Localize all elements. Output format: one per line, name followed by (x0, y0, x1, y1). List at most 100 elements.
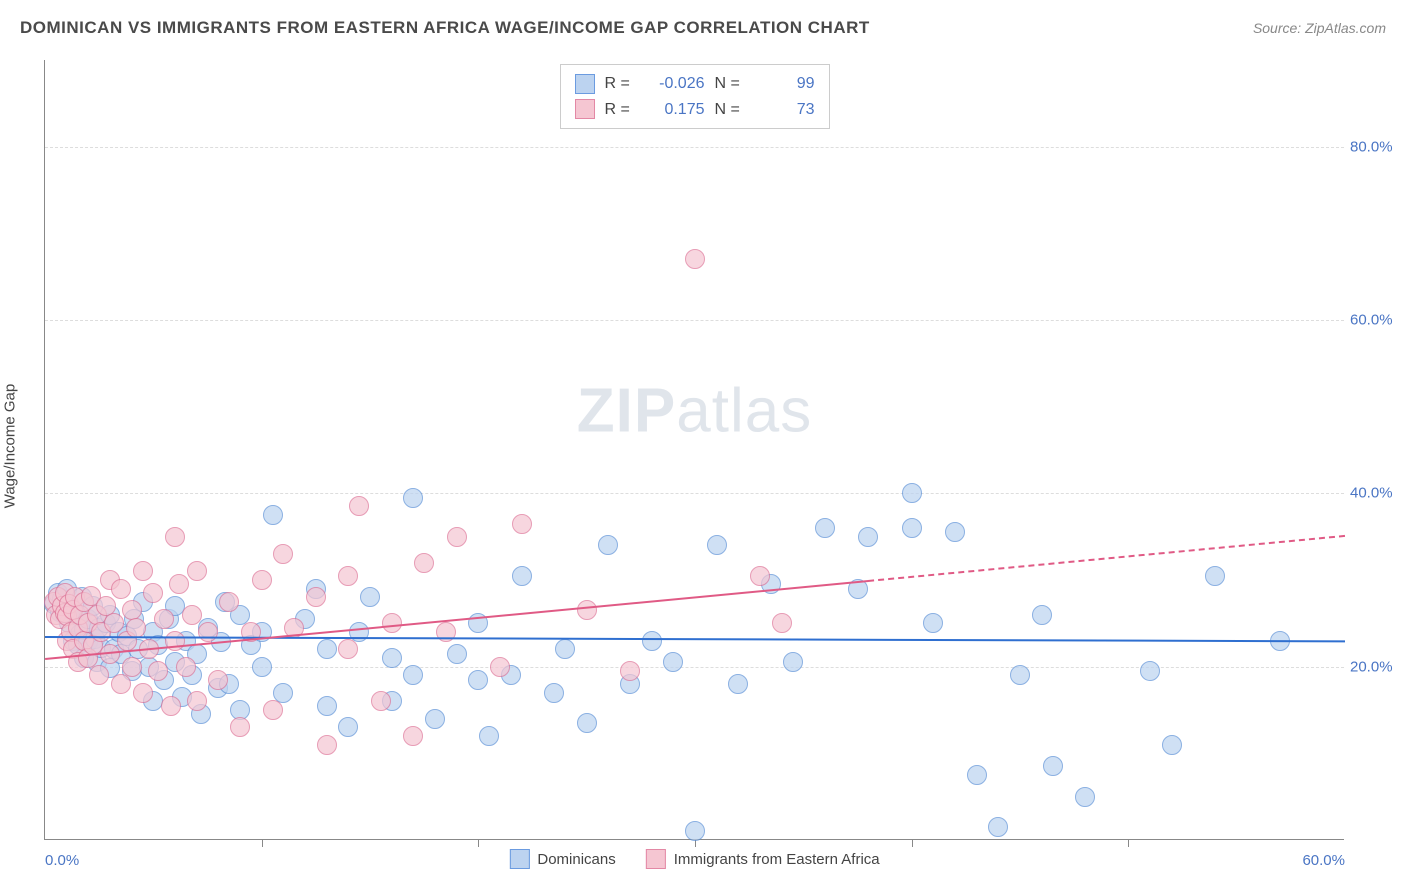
legend-label-eastern-africa: Immigrants from Eastern Africa (674, 851, 880, 868)
scatter-point (577, 600, 597, 620)
r-label: R = (605, 71, 635, 97)
n-label: N = (715, 97, 745, 123)
scatter-point (338, 717, 358, 737)
scatter-point (360, 587, 380, 607)
scatter-point (967, 765, 987, 785)
scatter-point (468, 670, 488, 690)
watermark-atlas: atlas (676, 376, 812, 445)
source-name: ZipAtlas.com (1305, 20, 1386, 36)
scatter-point (111, 674, 131, 694)
scatter-point (923, 613, 943, 633)
y-axis-label: Wage/Income Gap (2, 384, 19, 509)
scatter-point (447, 644, 467, 664)
series-legend: Dominicans Immigrants from Eastern Afric… (509, 849, 879, 869)
scatter-point (263, 700, 283, 720)
source-prefix: Source: (1253, 20, 1305, 36)
scatter-point (642, 631, 662, 651)
scatter-point (1010, 665, 1030, 685)
n-label: N = (715, 71, 745, 97)
x-tick (478, 839, 479, 847)
scatter-point (902, 518, 922, 538)
scatter-point (161, 696, 181, 716)
scatter-point (490, 657, 510, 677)
n-value-eastern-africa: 73 (755, 97, 815, 123)
scatter-point (544, 683, 564, 703)
gridline (45, 147, 1344, 148)
scatter-point (133, 683, 153, 703)
scatter-point (858, 527, 878, 547)
scatter-point (382, 648, 402, 668)
scatter-point (133, 561, 153, 581)
swatch-eastern-africa-icon (646, 849, 666, 869)
swatch-eastern-africa-icon (575, 99, 595, 119)
legend-row-dominicans: R = -0.026 N = 99 (575, 71, 815, 97)
scatter-point (1162, 735, 1182, 755)
correlation-legend-box: R = -0.026 N = 99 R = 0.175 N = 73 (560, 64, 830, 129)
scatter-point (1043, 756, 1063, 776)
scatter-point (338, 639, 358, 659)
r-label: R = (605, 97, 635, 123)
legend-label-dominicans: Dominicans (537, 851, 615, 868)
scatter-point (111, 579, 131, 599)
scatter-point (403, 488, 423, 508)
scatter-point (772, 613, 792, 633)
x-tick (912, 839, 913, 847)
scatter-point (598, 535, 618, 555)
scatter-point (317, 696, 337, 716)
y-tick-label: 20.0% (1350, 658, 1400, 675)
scatter-point (620, 661, 640, 681)
scatter-point (187, 561, 207, 581)
source-attribution: Source: ZipAtlas.com (1253, 20, 1386, 36)
scatter-point (273, 544, 293, 564)
scatter-point (512, 566, 532, 586)
scatter-point (317, 639, 337, 659)
scatter-point (371, 691, 391, 711)
x-tick (262, 839, 263, 847)
scatter-point (988, 817, 1008, 837)
scatter-point (169, 574, 189, 594)
y-tick-label: 40.0% (1350, 485, 1400, 502)
chart-title: DOMINICAN VS IMMIGRANTS FROM EASTERN AFR… (20, 18, 870, 38)
scatter-point (148, 661, 168, 681)
scatter-point (1140, 661, 1160, 681)
watermark: ZIPatlas (577, 375, 812, 446)
scatter-point (479, 726, 499, 746)
scatter-point (685, 249, 705, 269)
scatter-point (263, 505, 283, 525)
scatter-point (403, 665, 423, 685)
scatter-point (555, 639, 575, 659)
scatter-point (707, 535, 727, 555)
scatter-point (382, 613, 402, 633)
scatter-point (815, 518, 835, 538)
scatter-point (198, 622, 218, 642)
scatter-point (126, 618, 146, 638)
swatch-dominicans-icon (509, 849, 529, 869)
scatter-point (349, 496, 369, 516)
swatch-dominicans-icon (575, 74, 595, 94)
scatter-point (1032, 605, 1052, 625)
scatter-point (685, 821, 705, 841)
scatter-point (306, 587, 326, 607)
scatter-point (663, 652, 683, 672)
scatter-point (176, 657, 196, 677)
scatter-point (208, 670, 228, 690)
scatter-point (187, 691, 207, 711)
watermark-zip: ZIP (577, 376, 676, 445)
y-tick-label: 80.0% (1350, 138, 1400, 155)
scatter-point (182, 605, 202, 625)
scatter-point (104, 613, 124, 633)
y-tick-label: 60.0% (1350, 312, 1400, 329)
legend-row-eastern-africa: R = 0.175 N = 73 (575, 97, 815, 123)
scatter-point (143, 583, 163, 603)
scatter-point (252, 570, 272, 590)
scatter-point (750, 566, 770, 586)
scatter-point (783, 652, 803, 672)
scatter-point (945, 522, 965, 542)
scatter-point (447, 527, 467, 547)
scatter-point (728, 674, 748, 694)
scatter-point (512, 514, 532, 534)
regression-line (868, 535, 1345, 582)
scatter-point (89, 665, 109, 685)
legend-item-eastern-africa: Immigrants from Eastern Africa (646, 849, 880, 869)
scatter-point (425, 709, 445, 729)
